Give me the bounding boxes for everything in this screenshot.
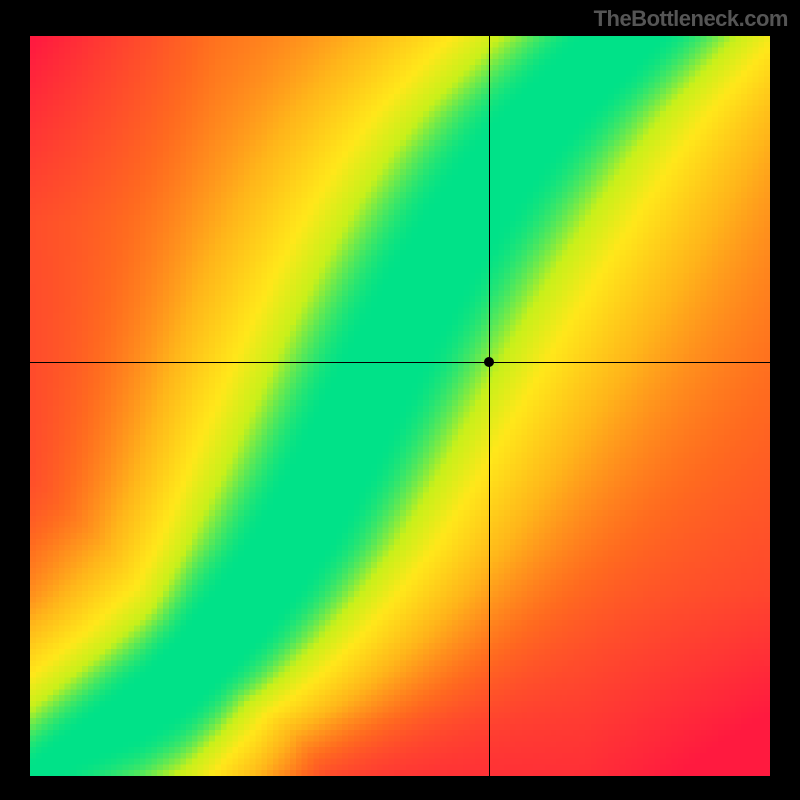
watermark-text: TheBottleneck.com bbox=[594, 6, 788, 32]
heatmap-canvas bbox=[30, 36, 770, 776]
heatmap-plot-area bbox=[30, 36, 770, 776]
crosshair-horizontal bbox=[30, 362, 770, 363]
crosshair-vertical bbox=[489, 36, 490, 776]
crosshair-marker[interactable] bbox=[484, 357, 494, 367]
